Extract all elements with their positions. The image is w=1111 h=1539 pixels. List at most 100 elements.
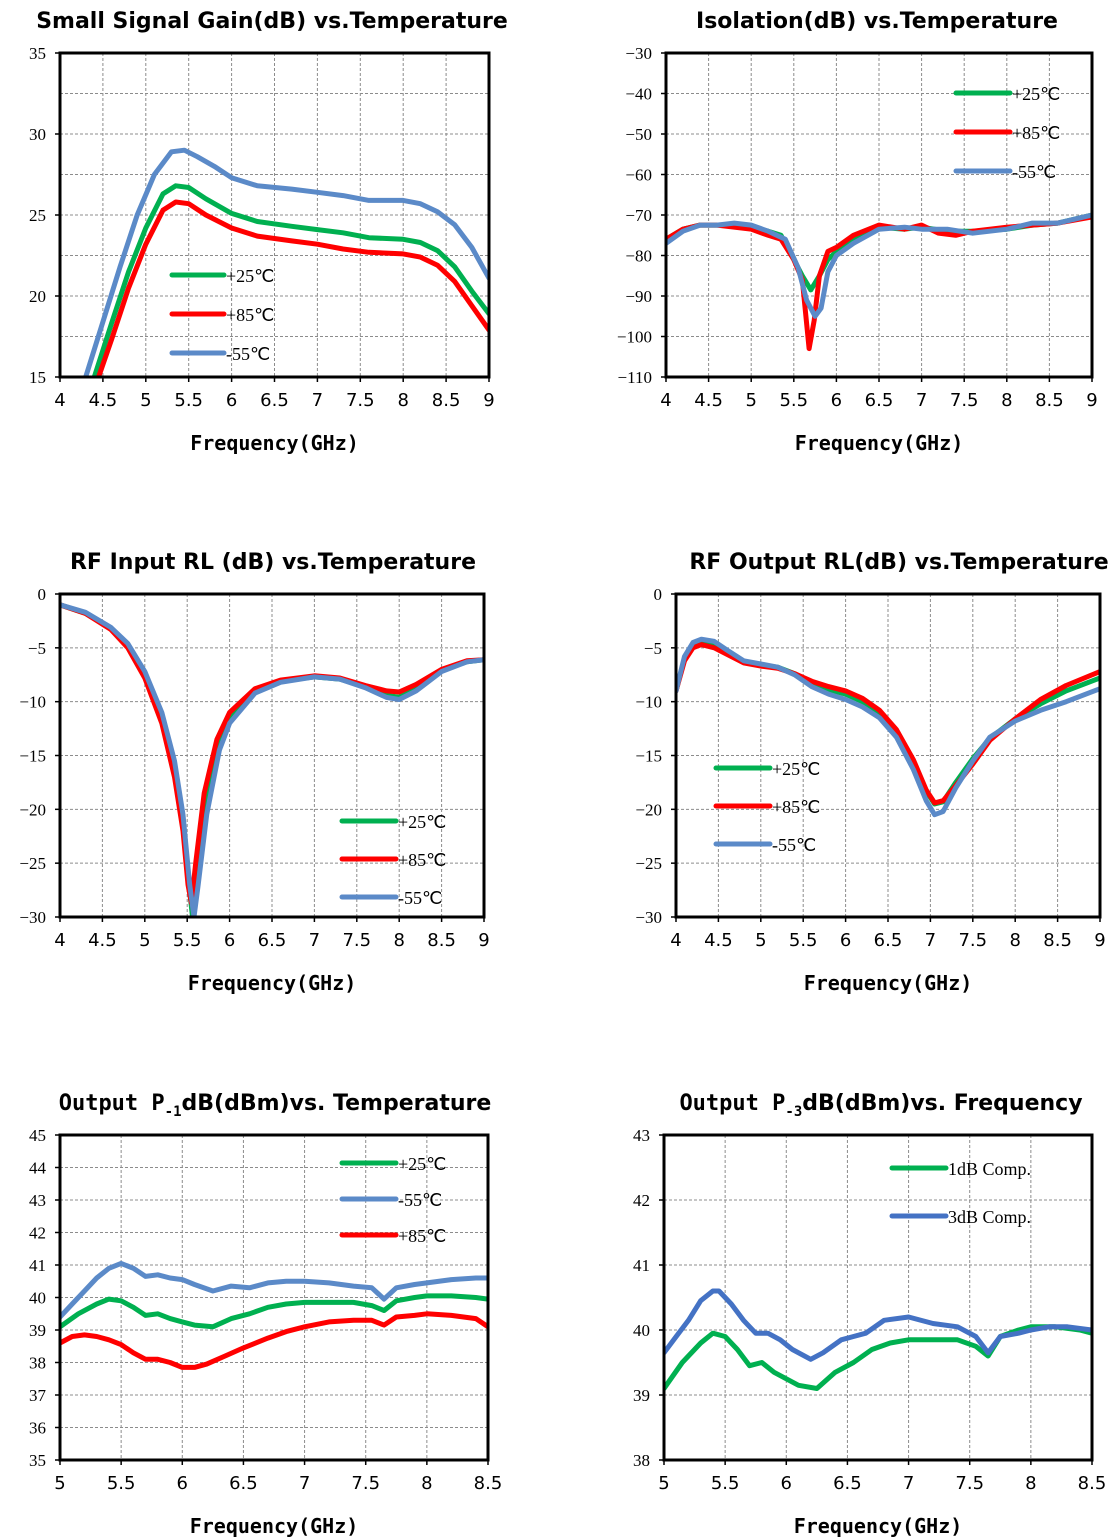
x-tick-label: 6.5 xyxy=(258,930,287,951)
legend: +25℃ +85℃ -55℃ xyxy=(713,759,820,855)
x-tick-label: 6.5 xyxy=(874,930,903,951)
chart-title: RF Output RL(dB) vs.Temperature xyxy=(689,550,1108,575)
chart-panel-3: RF Input RL (dB) vs.Temperature −30 −25 −20… xyxy=(19,550,489,995)
series-line-3 xyxy=(666,212,1092,319)
x-tick-label: 8.5 xyxy=(1035,390,1064,411)
y-tick-label: 43 xyxy=(633,1126,650,1145)
legend-label: -55℃ xyxy=(1012,162,1056,182)
x-tick-label: 6 xyxy=(177,1473,188,1494)
y-tick-label: 20 xyxy=(29,287,46,306)
y-tick-label: −25 xyxy=(635,854,662,873)
legend: +25℃ +85℃ -55℃ xyxy=(169,266,274,364)
y-tick-label: 40 xyxy=(633,1321,650,1340)
gridlines xyxy=(675,593,1101,918)
y-tick-label: 35 xyxy=(29,44,46,63)
series-line-2 xyxy=(664,1288,1092,1362)
y-tick-label: −10 xyxy=(635,693,662,712)
x-tick-label: 5.5 xyxy=(711,1473,740,1494)
series-line-3 xyxy=(60,602,484,917)
x-tick-label: 6 xyxy=(781,1473,792,1494)
x-tick-label: 6 xyxy=(840,930,851,951)
y-tick-label: 37 xyxy=(29,1386,47,1405)
legend-label: +85℃ xyxy=(398,850,446,870)
y-tick-label: 44 xyxy=(29,1159,47,1178)
legend-label: +25℃ xyxy=(226,266,274,286)
y-tick-label: 15 xyxy=(29,368,46,387)
legend-label: +25℃ xyxy=(398,1154,446,1174)
y-tick-label: −30 xyxy=(625,44,652,63)
y-tick-label: 38 xyxy=(633,1451,650,1470)
x-tick-label: 6.5 xyxy=(833,1473,862,1494)
y-tick-label: 39 xyxy=(633,1386,650,1405)
x-tick-label: 8.5 xyxy=(474,1473,503,1494)
x-tick-label: 9 xyxy=(1094,930,1105,951)
y-tick-label: 41 xyxy=(633,1256,650,1275)
y-tick-label: −100 xyxy=(617,328,652,347)
x-tick-label: 7 xyxy=(925,930,936,951)
series-line-3 xyxy=(83,147,489,377)
chart-panel-4: RF Output RL(dB) vs.Temperature −30 −25 −20… xyxy=(635,550,1108,995)
x-tick-label: 5 xyxy=(658,1473,669,1494)
x-tick-label: 9 xyxy=(483,390,494,411)
x-axis-label: Frequency(GHz) xyxy=(795,431,964,455)
series-line-2 xyxy=(96,199,489,377)
x-tick-label: 4 xyxy=(660,390,671,411)
y-tick-label: −110 xyxy=(618,368,652,387)
x-tick-label: 4.5 xyxy=(89,390,118,411)
y-tick-label: 35 xyxy=(29,1451,46,1470)
x-axis-label: Frequency(GHz) xyxy=(190,431,359,455)
chart-title: Small Signal Gain(dB) vs.Temperature xyxy=(36,9,508,34)
x-tick-label: 7.5 xyxy=(342,930,371,951)
x-tick-label: 6 xyxy=(226,390,237,411)
x-tick-label: 7.5 xyxy=(955,1473,984,1494)
y-tick-label: 43 xyxy=(29,1191,46,1210)
y-tick-label: −5 xyxy=(28,639,46,658)
x-axis-label: Frequency(GHz) xyxy=(188,971,357,995)
x-tick-label: 4.5 xyxy=(88,930,117,951)
x-tick-label: 7.5 xyxy=(351,1473,380,1494)
legend-label: +25℃ xyxy=(398,812,446,832)
x-axis-label: Frequency(GHz) xyxy=(794,1514,963,1538)
legend-label: -55℃ xyxy=(398,1190,442,1210)
legend-label: +85℃ xyxy=(772,797,820,817)
chart-title: Output P-3dB(dBm)vs. Frequency xyxy=(679,1091,1082,1120)
y-tick-label: −20 xyxy=(19,800,46,819)
y-tick-label: 45 xyxy=(29,1126,46,1145)
series-line-2 xyxy=(60,1260,488,1320)
gridlines xyxy=(59,52,490,378)
legend-label: -55℃ xyxy=(772,835,816,855)
x-tick-label: 5 xyxy=(745,390,756,411)
x-axis-label: Frequency(GHz) xyxy=(190,1514,359,1538)
legend-label: +85℃ xyxy=(398,1226,446,1246)
legend: +25℃ -55℃ +85℃ xyxy=(339,1154,446,1246)
legend-label: +25℃ xyxy=(772,759,820,779)
x-tick-label: 6.5 xyxy=(260,390,289,411)
y-tick-label: 0 xyxy=(654,585,663,604)
y-tick-label: −30 xyxy=(635,908,662,927)
x-tick-label: 7 xyxy=(903,1473,914,1494)
x-axis-label: Frequency(GHz) xyxy=(804,971,973,995)
x-tick-label: 5 xyxy=(54,1473,65,1494)
x-tick-label: 4 xyxy=(54,390,65,411)
x-tick-label: 7.5 xyxy=(950,390,979,411)
x-tick-label: 5.5 xyxy=(107,1473,136,1494)
x-tick-label: 8 xyxy=(397,390,408,411)
y-tick-label: 36 xyxy=(29,1419,46,1438)
y-tick-label: −50 xyxy=(625,125,652,144)
legend: 1dB Comp. 3dB Comp. xyxy=(889,1159,1031,1227)
y-tick-label: −15 xyxy=(19,747,46,766)
x-tick-label: 9 xyxy=(1086,390,1097,411)
legend-label: +25℃ xyxy=(1012,84,1060,104)
y-tick-label: 38 xyxy=(29,1354,46,1373)
x-tick-label: 6.5 xyxy=(865,390,894,411)
legend-label: +85℃ xyxy=(1012,123,1060,143)
x-tick-label: 8 xyxy=(1025,1473,1036,1494)
y-tick-label: −5 xyxy=(644,639,662,658)
x-tick-label: 4 xyxy=(670,930,681,951)
legend: +25℃ +85℃ -55℃ xyxy=(953,84,1060,182)
series-line-1 xyxy=(60,1293,488,1330)
x-tick-label: 6 xyxy=(224,930,235,951)
chart-title: Isolation(dB) vs.Temperature xyxy=(696,9,1058,34)
x-tick-label: 7 xyxy=(299,1473,310,1494)
